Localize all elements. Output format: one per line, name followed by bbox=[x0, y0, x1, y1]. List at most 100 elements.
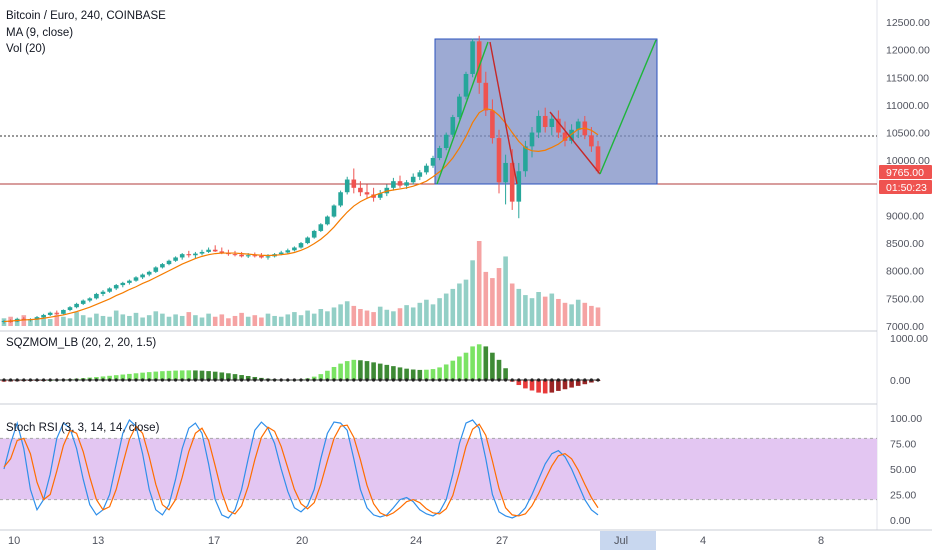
sqz-dot bbox=[240, 378, 244, 382]
candle-body bbox=[206, 249, 211, 252]
volume-bar bbox=[173, 314, 178, 326]
candle-body bbox=[424, 165, 429, 173]
candle-body bbox=[87, 298, 93, 301]
sqz-bar bbox=[523, 380, 528, 389]
sqz-dot bbox=[147, 378, 151, 382]
volume-bar bbox=[305, 310, 310, 326]
sqz-dot bbox=[411, 378, 415, 382]
volume-bar bbox=[450, 288, 456, 326]
volume-bar bbox=[120, 314, 126, 326]
candle-body bbox=[483, 82, 489, 111]
candle-body bbox=[252, 255, 258, 257]
candle-body bbox=[364, 192, 370, 195]
sqz-bar bbox=[582, 380, 588, 385]
sqz-dot bbox=[484, 378, 488, 382]
sqz-bar bbox=[470, 346, 475, 380]
ma-label: MA (9, close) bbox=[6, 27, 73, 39]
volume-bar bbox=[199, 317, 205, 326]
sqz-dot bbox=[490, 378, 494, 382]
time-tick-label: 27 bbox=[496, 535, 508, 547]
candle-body bbox=[470, 41, 475, 74]
sqz-bar bbox=[536, 380, 541, 393]
candle-body bbox=[490, 110, 495, 139]
sqz-bar bbox=[153, 371, 159, 380]
sqz-bar bbox=[575, 380, 581, 386]
arrow-green-up-2[interactable] bbox=[599, 39, 657, 175]
candle-body bbox=[351, 179, 357, 188]
sqz-dot bbox=[471, 378, 475, 382]
sqz-dots bbox=[2, 378, 600, 382]
sqz-bar bbox=[318, 374, 324, 380]
volume-bar bbox=[47, 319, 53, 326]
sqz-bar bbox=[212, 371, 218, 380]
candle-body bbox=[549, 118, 555, 128]
sqz-dot bbox=[68, 378, 72, 382]
arrow-red-down-2[interactable] bbox=[549, 111, 601, 175]
price-tick-label: 12500.00 bbox=[886, 17, 930, 29]
arrow-green-up-1[interactable] bbox=[436, 41, 489, 185]
candle-body bbox=[391, 181, 396, 188]
volume-bar bbox=[529, 298, 535, 326]
sqz-dot bbox=[497, 378, 501, 382]
candle-body bbox=[133, 277, 139, 281]
sqz-bar bbox=[193, 370, 198, 380]
volume-bar bbox=[186, 312, 192, 326]
analysis-box[interactable] bbox=[434, 38, 658, 185]
volume-bar bbox=[100, 315, 106, 326]
volume-bar bbox=[14, 319, 20, 326]
candle-body bbox=[239, 254, 244, 257]
sqz-dot bbox=[424, 378, 428, 382]
candle-body bbox=[509, 162, 515, 202]
sqz-bar bbox=[325, 370, 330, 380]
volume-bar bbox=[516, 288, 522, 326]
sqz-dot bbox=[101, 378, 105, 382]
volume-bar bbox=[292, 312, 297, 326]
candles bbox=[1, 35, 601, 324]
sqz-label: SQZMOM_LB (20, 2, 20, 1.5) bbox=[6, 337, 156, 349]
price-tick-label: 8500.00 bbox=[886, 238, 924, 250]
volume-bar bbox=[127, 315, 132, 326]
candle-body bbox=[529, 132, 535, 147]
candle-body bbox=[94, 293, 99, 299]
time-tick-label: 17 bbox=[208, 535, 220, 547]
sqz-dot bbox=[108, 378, 112, 382]
volume-bar bbox=[457, 283, 462, 326]
sqz-dot bbox=[114, 378, 118, 382]
sqz-bar bbox=[556, 380, 561, 391]
volume-bar bbox=[338, 304, 343, 326]
price-tick-label: 12000.00 bbox=[886, 45, 930, 57]
price-tick-label: 8000.00 bbox=[886, 266, 924, 278]
sqz-dot bbox=[345, 378, 349, 382]
rsi-label: Stoch RSI (3, 3, 14, 14, close) bbox=[6, 422, 160, 434]
sqz-bar bbox=[120, 374, 126, 380]
sqz-bar bbox=[338, 363, 343, 380]
volume-bars bbox=[1, 241, 601, 326]
sqz-bar bbox=[417, 369, 423, 380]
candle-body bbox=[457, 96, 462, 118]
sqz-dot bbox=[141, 378, 145, 382]
candle-body bbox=[278, 252, 284, 255]
sqz-dot bbox=[358, 378, 362, 382]
sqz-dot bbox=[319, 378, 323, 382]
time-tick-label: 4 bbox=[700, 535, 706, 547]
volume-bar bbox=[483, 271, 489, 326]
volume-bar bbox=[523, 295, 528, 326]
sqz-dot bbox=[233, 378, 237, 382]
candle-body bbox=[179, 254, 185, 258]
candle-body bbox=[377, 193, 383, 198]
volume-bar bbox=[397, 308, 403, 326]
candle-body bbox=[589, 135, 594, 147]
drawing-arrows[interactable] bbox=[436, 39, 657, 185]
price-tick-label: 11000.00 bbox=[886, 100, 929, 112]
sqz-bar bbox=[226, 373, 231, 380]
arrow-red-down-1[interactable] bbox=[489, 41, 518, 185]
volume-bar bbox=[470, 260, 475, 326]
candle-body bbox=[404, 182, 409, 186]
volume-bar bbox=[206, 313, 211, 326]
candle-body bbox=[47, 312, 53, 315]
candle-body bbox=[212, 249, 218, 252]
volume-bar bbox=[542, 296, 548, 326]
volume-bar bbox=[325, 311, 330, 326]
sqz-bar bbox=[562, 380, 568, 390]
